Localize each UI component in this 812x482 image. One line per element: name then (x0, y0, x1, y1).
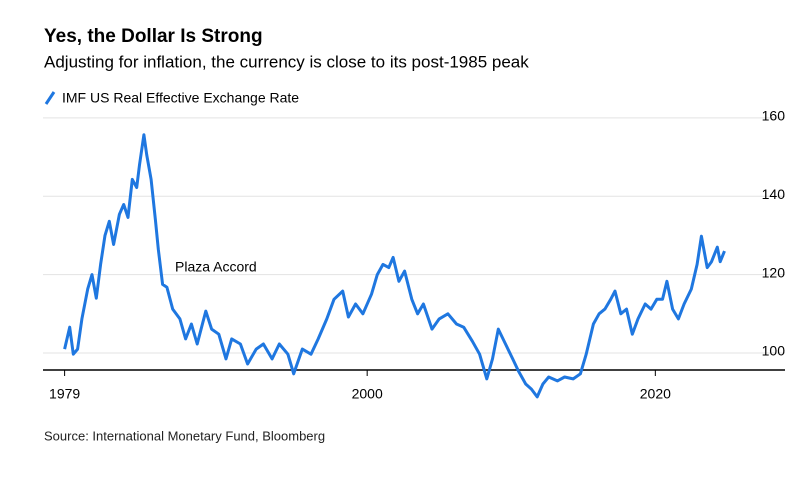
data-line (63, 133, 726, 399)
y-tick-label: 140 (762, 186, 786, 202)
y-tick-label: 120 (762, 264, 786, 280)
source-note: Source: International Monetary Fund, Blo… (44, 428, 325, 443)
x-tick-label: 2000 (352, 386, 383, 402)
chart-subtitle: Adjusting for inflation, the currency is… (44, 52, 529, 71)
x-tick-label: 1979 (49, 386, 80, 402)
y-tick-label: 100 (762, 343, 786, 359)
legend-label: IMF US Real Effective Exchange Rate (62, 90, 299, 106)
x-tick-label: 2020 (640, 386, 671, 402)
y-tick-label: 160 (762, 108, 786, 124)
chart-title: Yes, the Dollar Is Strong (44, 26, 263, 47)
annotation: Plaza Accord (175, 259, 257, 275)
legend-swatch (44, 91, 56, 105)
